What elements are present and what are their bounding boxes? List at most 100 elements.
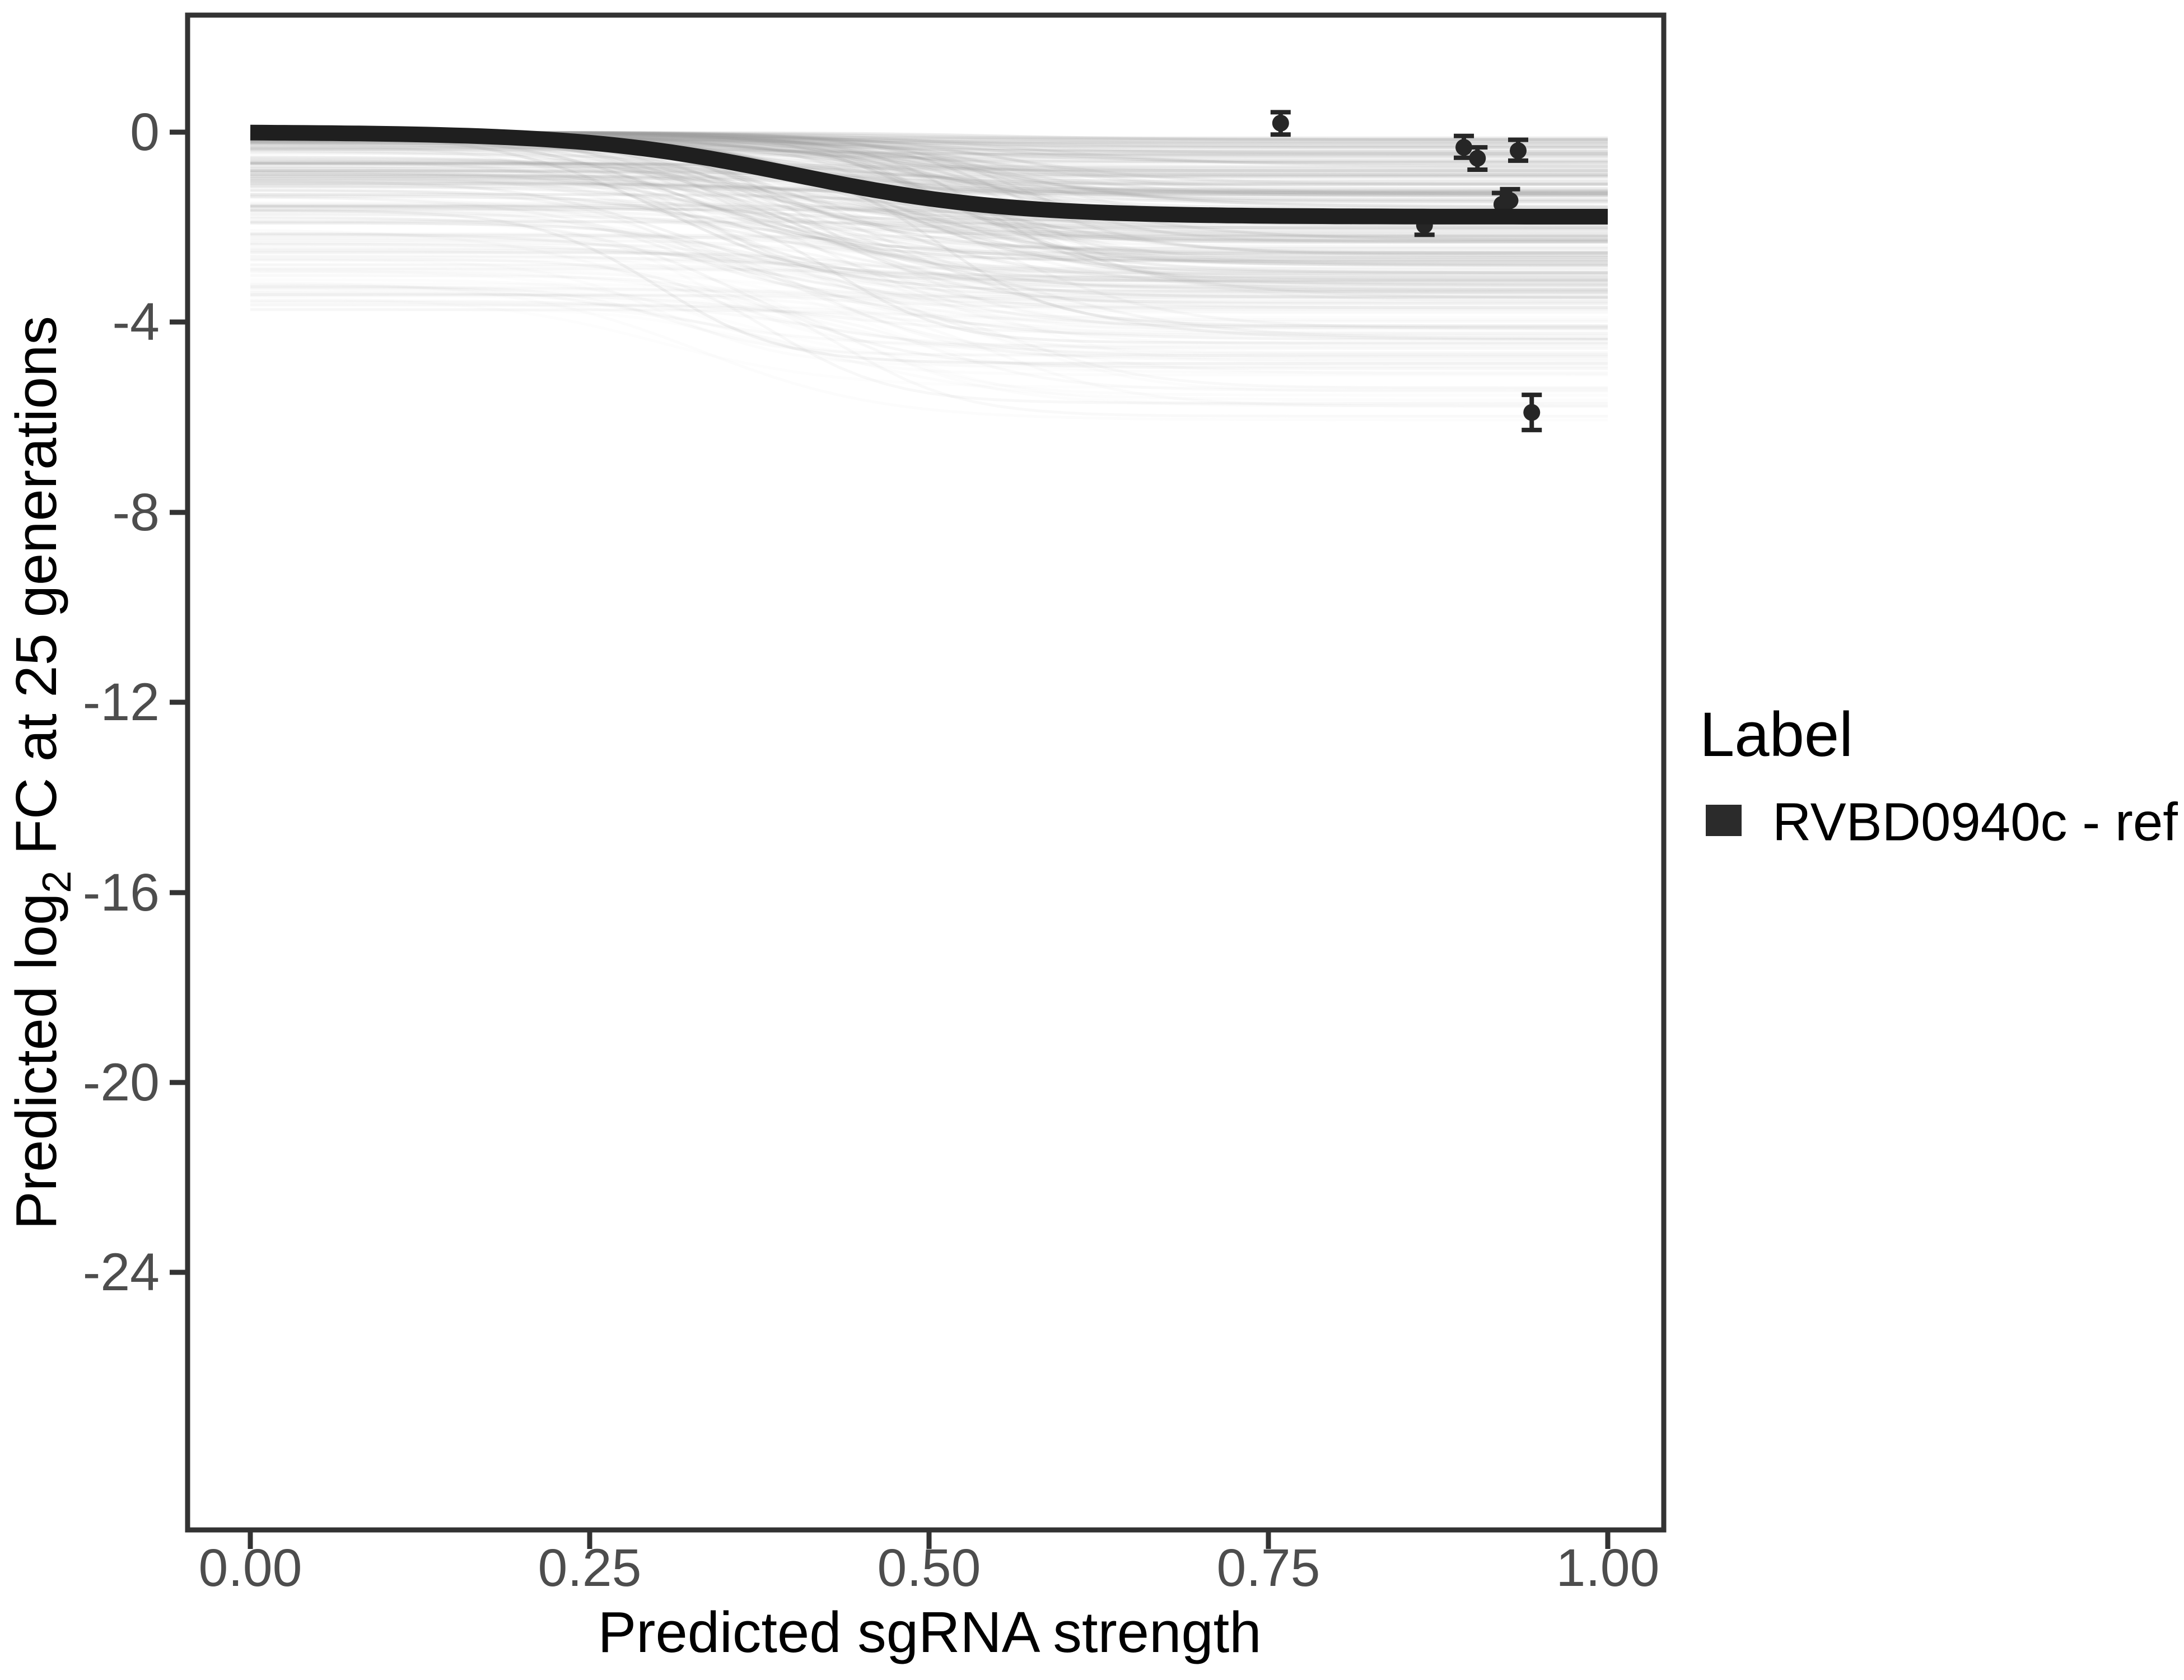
y-tick-label: -16 bbox=[83, 863, 160, 922]
ensemble-curve bbox=[250, 141, 1608, 177]
y-axis-tick-labels: 0 -4 -8 -12 -16 -20 -24 bbox=[83, 102, 160, 1302]
ensemble-curve bbox=[250, 174, 1608, 242]
ensemble-curve bbox=[250, 195, 1608, 341]
ensemble-curve bbox=[250, 185, 1608, 266]
ensemble-curve bbox=[250, 150, 1608, 273]
ensemble-curve bbox=[250, 185, 1608, 229]
ensemble-curve bbox=[250, 147, 1608, 169]
ensemble-curve bbox=[250, 193, 1608, 231]
ensemble-curve bbox=[250, 144, 1608, 205]
ensemble-curve bbox=[250, 171, 1608, 328]
ensemble-curve bbox=[250, 209, 1608, 293]
ensemble-curve bbox=[250, 175, 1608, 197]
y-axis-ticks bbox=[170, 129, 186, 1275]
ref-curve bbox=[250, 124, 1608, 225]
ensemble-curve bbox=[250, 175, 1608, 185]
ensemble-curve bbox=[250, 234, 1608, 243]
y-axis-title: Predicted log2 FC at 25 generations bbox=[4, 316, 80, 1230]
ensemble-curve bbox=[250, 172, 1608, 282]
ensemble-curve bbox=[250, 247, 1608, 354]
ensemble-curve bbox=[250, 170, 1608, 259]
ensemble-curve bbox=[250, 232, 1608, 255]
y-axis-title-prefix: Predicted log bbox=[4, 893, 68, 1230]
ensemble-curve bbox=[250, 195, 1608, 304]
data-point bbox=[1469, 150, 1486, 167]
ensemble-curve bbox=[250, 233, 1608, 340]
ensemble-curve bbox=[250, 161, 1608, 195]
x-axis-ticks bbox=[248, 1532, 1611, 1549]
ensemble-curve bbox=[250, 270, 1608, 360]
ensemble-curve bbox=[250, 144, 1608, 271]
ensemble-curve bbox=[250, 286, 1608, 301]
ensemble-curve bbox=[250, 258, 1608, 405]
ensemble-curve bbox=[250, 267, 1608, 282]
ensemble-curve bbox=[250, 242, 1608, 279]
ensemble-curve bbox=[250, 204, 1608, 240]
x-tick-label: 0.25 bbox=[538, 1538, 642, 1598]
x-tick-label: 0.50 bbox=[878, 1538, 981, 1598]
data-point bbox=[1510, 142, 1527, 160]
ensemble-curve bbox=[250, 162, 1608, 328]
ensemble-curve bbox=[250, 169, 1608, 197]
ensemble-curve bbox=[250, 220, 1608, 230]
ensemble-curve bbox=[250, 139, 1608, 262]
y-tick-label: -4 bbox=[113, 292, 160, 352]
ensemble-curve bbox=[250, 303, 1608, 392]
ensemble-curve bbox=[250, 142, 1608, 291]
ensemble-curve bbox=[250, 155, 1608, 250]
ensemble-curve bbox=[250, 137, 1608, 291]
ensemble-curve bbox=[250, 241, 1608, 270]
ensemble-curve bbox=[250, 176, 1608, 276]
ensemble-curve bbox=[250, 232, 1608, 341]
ensemble-curve bbox=[250, 169, 1608, 184]
ensemble-curve bbox=[250, 291, 1608, 337]
ensemble-curve bbox=[250, 166, 1608, 227]
ensemble-curve bbox=[250, 222, 1608, 279]
ensemble-curve bbox=[250, 147, 1608, 277]
ensemble-curve bbox=[250, 169, 1608, 265]
y-tick-label: -8 bbox=[113, 483, 160, 542]
ensemble-curve bbox=[250, 174, 1608, 195]
ensemble-curve bbox=[250, 299, 1608, 356]
legend: Label RVBD0940c - ref bbox=[1700, 699, 2178, 852]
ensemble-curve bbox=[250, 175, 1608, 202]
ensemble-curve bbox=[250, 167, 1608, 239]
ensemble-curve bbox=[250, 188, 1608, 255]
ensemble-curve bbox=[250, 204, 1608, 344]
ensemble-curve bbox=[250, 159, 1608, 255]
ensemble-curve bbox=[250, 165, 1608, 176]
ensemble-curve bbox=[250, 193, 1608, 259]
ensemble-curve bbox=[250, 146, 1608, 156]
panel-background bbox=[188, 15, 1664, 1530]
ensemble-curve bbox=[250, 141, 1608, 258]
ensemble-curve bbox=[250, 148, 1608, 158]
ensemble-curve bbox=[250, 162, 1608, 241]
ensemble-curve bbox=[250, 180, 1608, 283]
y-tick-label: -20 bbox=[83, 1053, 160, 1112]
legend-key-line-swatch bbox=[1706, 805, 1742, 836]
ensemble-curve bbox=[250, 172, 1608, 305]
ensemble-curve bbox=[250, 162, 1608, 176]
ensemble-curve bbox=[250, 161, 1608, 172]
ensemble-curve bbox=[250, 179, 1608, 291]
ensemble-curve bbox=[250, 161, 1608, 296]
ensemble-curve bbox=[250, 151, 1608, 197]
ensemble-curve bbox=[250, 132, 1608, 293]
ensemble-curve bbox=[250, 142, 1608, 288]
ensemble-curve bbox=[250, 145, 1608, 228]
x-tick-label: 0.75 bbox=[1217, 1538, 1320, 1598]
panel-border bbox=[185, 12, 1667, 1533]
ensemble-curve bbox=[250, 169, 1608, 264]
ensemble-curve bbox=[250, 146, 1608, 157]
ensemble-curve bbox=[250, 145, 1608, 235]
ensemble-curve bbox=[250, 166, 1608, 176]
ensemble-curve bbox=[250, 209, 1608, 365]
ensemble-curve bbox=[250, 141, 1608, 288]
ensemble-curve bbox=[250, 177, 1608, 190]
ensemble-curve bbox=[250, 221, 1608, 362]
ensemble-curve bbox=[250, 219, 1608, 329]
legend-title: Label bbox=[1700, 699, 1853, 769]
ensemble-curve bbox=[250, 169, 1608, 329]
y-tick-label: -24 bbox=[83, 1243, 160, 1302]
